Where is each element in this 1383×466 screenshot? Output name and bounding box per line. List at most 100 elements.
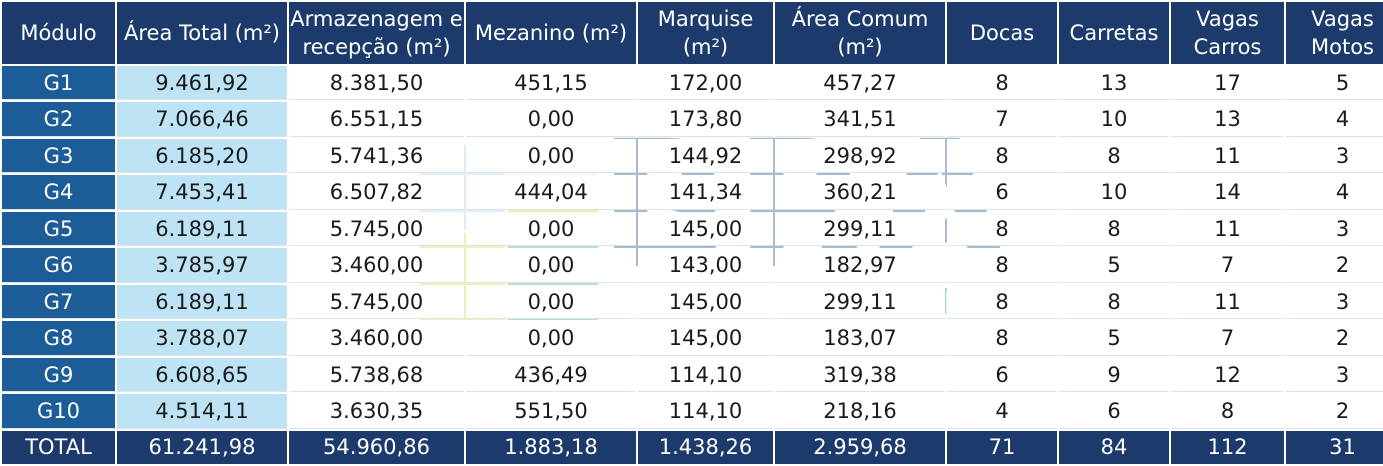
data-cell: 4 [1286,102,1383,137]
data-cell: 6.189,11 [117,211,287,247]
data-row: G8 3.788,07 3.460,00 0,00 145,00 183,07 8 5 7 2 [2,321,1383,356]
data-cell: 7.453,41 [117,175,287,210]
data-row: G1 9.461,92 8.381,50 451,15 172,00 457,27 8 13 1… [2,66,1383,101]
data-cell: 11 [1171,138,1284,174]
data-row: G5 6.189,11 5.745,00 0,00 145,00 299,11 8 8 11 3 [2,211,1383,247]
data-cell: 5.745,00 [289,284,464,320]
total-cell: 1.438,26 [638,430,773,464]
data-cell: 8 [947,284,1057,320]
data-cell: 114,10 [638,357,773,393]
data-cell: 3.785,97 [117,248,287,283]
total-cell: 31 [1286,430,1383,464]
data-cell: 6.551,15 [289,102,464,137]
data-cell: 8 [947,211,1057,247]
data-cell: 0,00 [466,211,636,247]
data-cell: 5.745,00 [289,211,464,247]
header-cell: Docas [947,2,1057,64]
data-cell: 145,00 [638,284,773,320]
data-cell: 5.741,36 [289,138,464,174]
data-cell: 299,11 [775,211,945,247]
data-cell: 7 [1171,248,1284,283]
data-cell: 6.185,20 [117,138,287,174]
data-cell: 360,21 [775,175,945,210]
data-cell: 436,49 [466,357,636,393]
header-cell: Carretas [1059,2,1169,64]
data-cell: 8 [947,138,1057,174]
data-cell: 173,80 [638,102,773,137]
data-cell: 5 [1059,248,1169,283]
data-cell: 13 [1171,102,1284,137]
module-cell: G4 [2,175,115,210]
header-cell: Armazenagem e recepção (m²) [289,2,464,64]
data-cell: 10 [1059,102,1169,137]
data-cell: 143,00 [638,248,773,283]
total-cell: 54.960,86 [289,430,464,464]
data-cell: 4 [1286,175,1383,210]
data-cell: 10 [1059,175,1169,210]
data-row: G9 6.608,65 5.738,68 436,49 114,10 319,38 6 9 12… [2,357,1383,393]
data-cell: 3 [1286,211,1383,247]
data-cell: 2 [1286,394,1383,429]
data-cell: 8 [1059,211,1169,247]
data-cell: 2 [1286,248,1383,283]
data-cell: 8 [947,66,1057,101]
module-cell: G6 [2,248,115,283]
data-cell: 298,92 [775,138,945,174]
data-cell: 8 [1059,138,1169,174]
header-cell: Área Comum (m²) [775,2,945,64]
data-cell: 3.460,00 [289,321,464,356]
data-cell: 3 [1286,138,1383,174]
data-cell: 3 [1286,357,1383,393]
header-cell: Mezanino (m²) [466,2,636,64]
header-cell: Vagas Motos [1286,2,1383,64]
data-cell: 8 [1171,394,1284,429]
data-cell: 182,97 [775,248,945,283]
header-row: Módulo Área Total (m²) Armazenagem e recep… [2,2,1383,64]
module-cell: G8 [2,321,115,356]
total-cell: 61.241,98 [117,430,287,464]
data-cell: 218,16 [775,394,945,429]
total-cell: 1.883,18 [466,430,636,464]
data-cell: 14 [1171,175,1284,210]
data-cell: 144,92 [638,138,773,174]
total-cell: 112 [1171,430,1284,464]
data-cell: 551,50 [466,394,636,429]
total-row: TOTAL 61.241,98 54.960,86 1.883,18 1.438,26 2… [2,430,1383,464]
data-cell: 8 [1059,284,1169,320]
data-cell: 319,38 [775,357,945,393]
data-cell: 145,00 [638,211,773,247]
module-cell: G2 [2,102,115,137]
data-cell: 8 [947,321,1057,356]
data-cell: 0,00 [466,102,636,137]
data-cell: 6 [947,357,1057,393]
data-cell: 6.608,65 [117,357,287,393]
data-cell: 141,34 [638,175,773,210]
data-cell: 8.381,50 [289,66,464,101]
total-cell: 2.959,68 [775,430,945,464]
data-cell: 11 [1171,284,1284,320]
total-cell: 71 [947,430,1057,464]
data-cell: 9.461,92 [117,66,287,101]
data-row: G2 7.066,46 6.551,15 0,00 173,80 341,51 7 10 13 4 [2,102,1383,137]
data-cell: 8 [947,248,1057,283]
data-cell: 5 [1286,66,1383,101]
module-cell: G7 [2,284,115,320]
data-cell: 3.630,35 [289,394,464,429]
total-cell: 84 [1059,430,1169,464]
data-cell: 444,04 [466,175,636,210]
header-cell: Vagas Carros [1171,2,1284,64]
module-cell: G1 [2,66,115,101]
data-cell: 7 [947,102,1057,137]
data-cell: 7.066,46 [117,102,287,137]
data-cell: 4 [947,394,1057,429]
module-cell: G3 [2,138,115,174]
data-row: G7 6.189,11 5.745,00 0,00 145,00 299,11 8 8 11 3 [2,284,1383,320]
data-cell: 3.788,07 [117,321,287,356]
data-cell: 0,00 [466,138,636,174]
data-cell: 341,51 [775,102,945,137]
data-cell: 9 [1059,357,1169,393]
data-cell: 7 [1171,321,1284,356]
data-row: G10 4.514,11 3.630,35 551,50 114,10 218,16 4 6 8… [2,394,1383,429]
module-cell: G10 [2,394,115,429]
